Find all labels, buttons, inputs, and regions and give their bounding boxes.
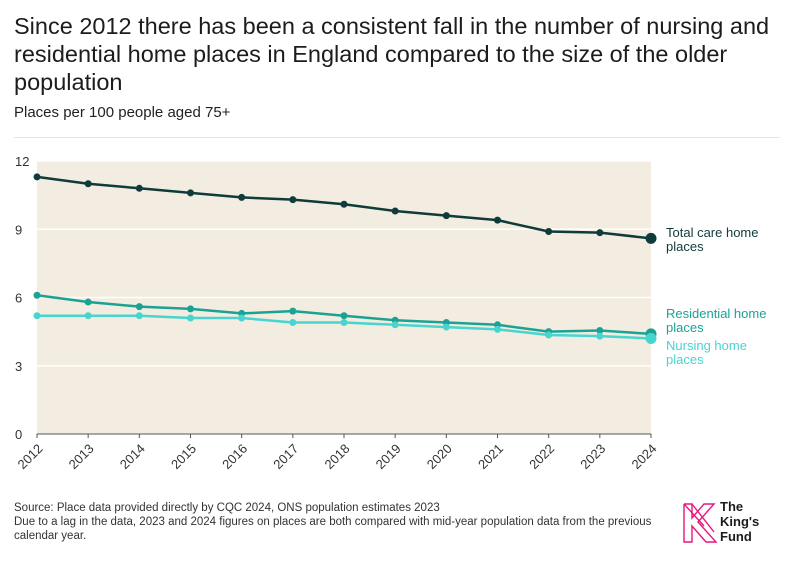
data-point — [238, 314, 246, 322]
logo-text-fund: Fund — [720, 529, 752, 544]
x-tick-label: 2016 — [219, 441, 250, 472]
data-point — [135, 312, 143, 320]
data-point — [340, 319, 348, 327]
x-tick-label: 2021 — [475, 441, 506, 472]
data-point — [135, 303, 143, 311]
x-tick-label: 2023 — [577, 441, 608, 472]
data-point — [545, 228, 553, 236]
x-tick-label: 2015 — [168, 441, 199, 472]
header-divider — [14, 137, 780, 138]
data-point — [33, 291, 41, 299]
data-point — [391, 321, 399, 329]
data-point — [187, 314, 194, 322]
x-tick-label: 2012 — [14, 441, 45, 472]
chart-footer: Source: Place data provided directly by … — [14, 501, 664, 543]
x-tick-label: 2014 — [117, 441, 148, 472]
data-point — [187, 189, 194, 197]
y-tick-label: 0 — [15, 427, 22, 442]
data-point — [494, 216, 501, 224]
data-point — [340, 200, 348, 208]
series-label-2: places — [666, 352, 704, 367]
kings-fund-logo: The King's Fund — [683, 499, 759, 544]
data-point — [645, 232, 657, 244]
x-tick-label: 2022 — [526, 441, 557, 472]
series-label-0: Total care home — [666, 225, 759, 240]
x-tick-label: 2020 — [424, 441, 455, 472]
x-tick-label: 2019 — [373, 441, 404, 472]
data-point — [289, 307, 297, 315]
x-tick-label: 2013 — [66, 441, 97, 472]
chart-title: Since 2012 there has been a consistent f… — [14, 13, 770, 95]
data-point — [84, 298, 92, 306]
line-chart: 0 3 6 9 12 2012 2013 2014 2015 2016 2017 2018 2019 20… — [14, 154, 766, 472]
data-point — [596, 332, 604, 340]
data-point — [84, 180, 92, 188]
y-tick-label: 9 — [15, 222, 22, 237]
data-point — [289, 319, 297, 327]
x-tick-label: 2018 — [321, 441, 352, 472]
y-tick-label: 12 — [15, 154, 29, 169]
y-tick-label: 3 — [15, 359, 22, 374]
data-lag-note: Due to a lag in the data, 2023 and 2024 … — [14, 516, 652, 542]
data-point — [84, 312, 92, 320]
data-point — [645, 332, 657, 344]
chart-subtitle: Places per 100 people aged 75+ — [14, 104, 231, 121]
y-tick-label: 6 — [15, 291, 22, 306]
data-point — [340, 312, 348, 320]
data-point — [442, 212, 450, 220]
logo-text-the: The — [720, 499, 743, 514]
series-label-1: Residential home — [666, 306, 766, 321]
data-point — [442, 323, 450, 331]
x-tick-label: 2017 — [270, 441, 301, 472]
data-point — [391, 207, 399, 215]
data-point — [289, 196, 297, 204]
series-label-2: Nursing home — [666, 338, 747, 353]
data-point — [33, 312, 41, 320]
data-point — [238, 193, 246, 201]
data-point — [545, 331, 553, 339]
data-point — [135, 184, 143, 192]
series-label-1: places — [666, 320, 704, 335]
source-note: Source: Place data provided directly by … — [14, 502, 440, 514]
k-mark-icon — [683, 503, 718, 543]
x-tick-label: 2024 — [628, 441, 659, 472]
data-point — [596, 229, 604, 237]
data-point — [187, 305, 194, 313]
series-label-0: places — [666, 239, 704, 254]
data-point — [596, 326, 604, 334]
data-point — [494, 325, 501, 333]
logo-text-kings: King's — [720, 514, 759, 529]
data-point — [33, 173, 41, 181]
